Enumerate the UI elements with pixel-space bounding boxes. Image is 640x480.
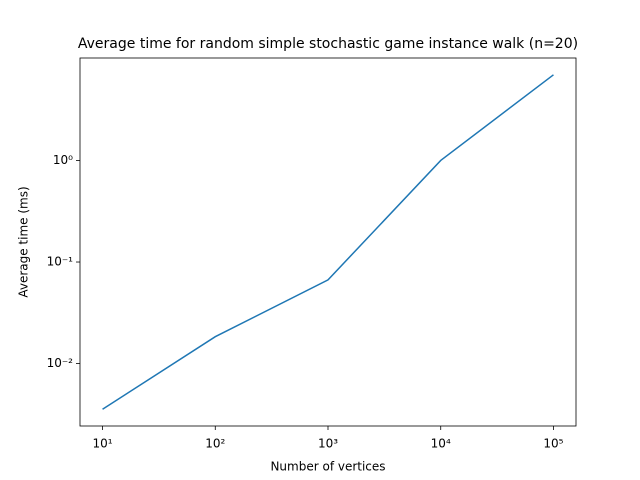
data-line (102, 74, 554, 410)
y-tick-label: 10⁻¹ (47, 255, 74, 269)
x-tick-label: 10⁵ (543, 437, 563, 451)
chart-title: Average time for random simple stochasti… (78, 36, 578, 52)
x-tick-label: 10⁴ (431, 437, 451, 451)
x-tick-label: 10² (205, 437, 225, 451)
x-axis-label: Number of vertices (270, 460, 385, 474)
y-tick-label: 10⁰ (53, 153, 73, 167)
x-tick-label: 10³ (318, 437, 338, 451)
y-tick-label: 10⁻² (47, 356, 74, 370)
x-tick-label: 10¹ (92, 437, 112, 451)
y-axis-label: Average time (ms) (17, 186, 31, 297)
